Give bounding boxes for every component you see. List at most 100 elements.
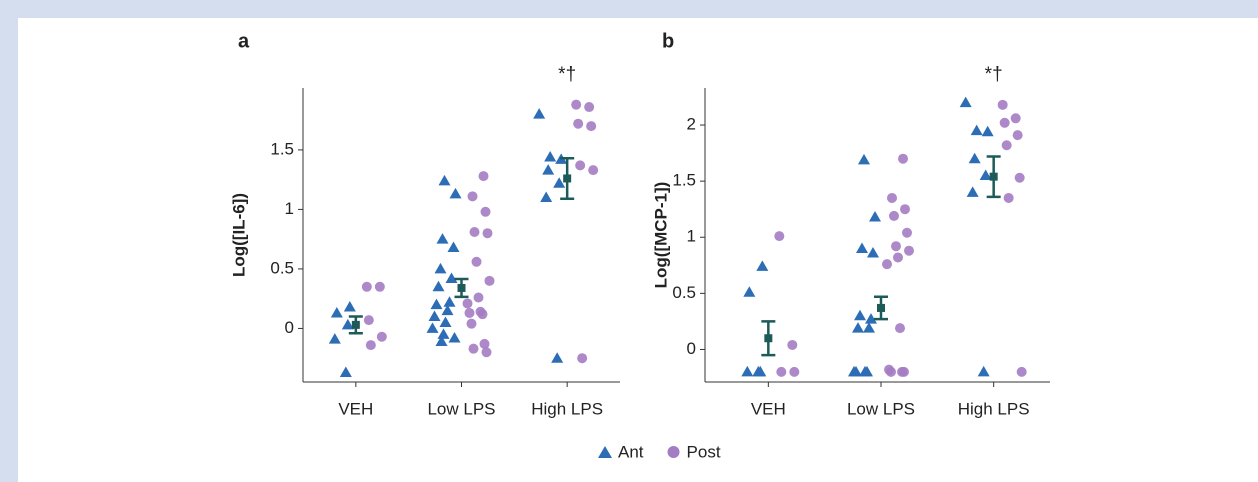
post-point — [1003, 192, 1014, 203]
y-tick-label: 1.5 — [672, 171, 696, 190]
ant-point — [447, 241, 460, 252]
ant-point — [553, 177, 566, 188]
ant-point — [966, 186, 979, 197]
ant-point — [970, 124, 983, 136]
ant-point — [854, 309, 866, 321]
ant-point — [330, 306, 343, 318]
post-point — [374, 281, 385, 292]
y-tick-label: 1 — [687, 227, 696, 246]
post-point — [481, 347, 492, 358]
ant-point — [865, 313, 877, 324]
ant-point — [977, 365, 990, 377]
post-point — [467, 191, 478, 202]
y-tick-label: 0.5 — [270, 258, 294, 277]
post-point — [477, 309, 488, 320]
mean-marker — [351, 320, 360, 329]
ant-point — [434, 262, 447, 274]
ant-point — [542, 164, 555, 175]
post-point — [363, 315, 374, 326]
post-point — [887, 192, 897, 203]
post-point — [479, 338, 490, 349]
post-point — [899, 366, 909, 377]
x-tick-label: Low LPS — [847, 399, 915, 418]
post-point — [575, 160, 586, 171]
x-tick-label: VEH — [751, 399, 786, 418]
y-tick-label: 1 — [285, 199, 294, 218]
ant-point — [743, 286, 756, 297]
ant-point — [869, 211, 881, 222]
post-point — [478, 171, 489, 182]
post-point — [473, 292, 484, 303]
ant-point — [435, 335, 448, 347]
ant-point — [439, 316, 452, 327]
mean-marker — [989, 172, 998, 181]
legend-label: Ant — [618, 442, 644, 461]
y-tick-label: 1.5 — [270, 139, 294, 158]
mean-marker — [877, 303, 885, 312]
panel-background — [18, 18, 1258, 482]
post-point — [586, 121, 597, 132]
post-point — [900, 204, 910, 215]
ant-point — [339, 366, 352, 377]
ant-point — [859, 365, 871, 377]
ant-point — [981, 125, 994, 137]
mean-marker — [764, 334, 773, 343]
post-point — [999, 117, 1010, 128]
y-tick-label: 0.5 — [672, 283, 696, 302]
ant-point — [551, 352, 564, 363]
post-point — [889, 210, 899, 221]
y-tick-label: 0 — [285, 318, 294, 337]
ant-point — [867, 246, 879, 258]
ant-point — [544, 151, 557, 162]
post-point — [588, 165, 599, 176]
x-tick-label: Low LPS — [427, 399, 495, 418]
mean-marker — [563, 174, 572, 183]
ant-point — [752, 365, 765, 377]
ant-point — [741, 365, 754, 377]
ant-point — [968, 152, 981, 164]
ant-point — [430, 298, 443, 310]
post-point — [886, 366, 896, 377]
ant-point — [863, 322, 875, 333]
ant-point — [449, 187, 462, 199]
post-point — [904, 245, 914, 256]
ant-point — [858, 153, 870, 165]
ant-point — [756, 260, 769, 271]
post-point — [789, 366, 800, 377]
post-point — [1010, 113, 1021, 124]
post-point — [376, 331, 387, 342]
ant-point — [848, 365, 860, 377]
post-point — [774, 231, 785, 242]
post-point — [484, 275, 495, 286]
annotation: *† — [558, 64, 576, 85]
ant-point — [448, 331, 461, 343]
post-point — [468, 343, 479, 354]
ant-point — [426, 322, 439, 333]
post-point — [571, 99, 582, 110]
panel-label: b — [662, 30, 674, 52]
x-tick-label: High LPS — [958, 399, 1030, 418]
post-point — [361, 281, 372, 292]
ant-point — [441, 304, 454, 316]
legend-label: Post — [687, 442, 721, 461]
y-axis-label: Log([MCP-1]) — [651, 182, 670, 289]
ant-point — [436, 233, 449, 244]
ant-point — [979, 169, 992, 181]
ant-point — [343, 301, 356, 312]
post-point — [1014, 172, 1025, 183]
ant-point — [428, 310, 441, 322]
ant-point — [540, 191, 553, 203]
ant-point — [445, 272, 458, 283]
panel-label: a — [238, 30, 250, 52]
post-point — [1016, 366, 1027, 377]
ant-point — [443, 296, 456, 307]
legend-marker — [598, 446, 612, 458]
x-tick-label: VEH — [338, 399, 373, 418]
y-tick-label: 0 — [687, 339, 696, 358]
mean-marker — [457, 283, 466, 292]
post-point — [365, 340, 376, 351]
y-axis-label: Log([IL-6]) — [229, 193, 248, 277]
ant-point — [328, 333, 341, 344]
